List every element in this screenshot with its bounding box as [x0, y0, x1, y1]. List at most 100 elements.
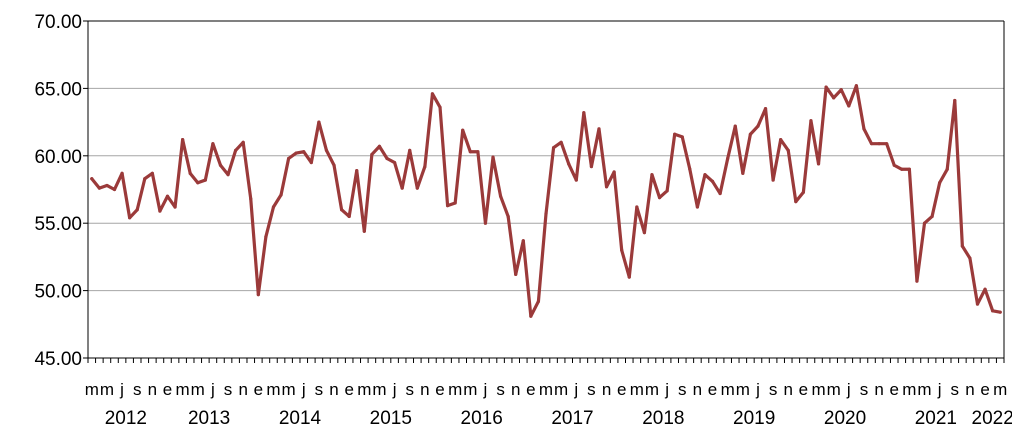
data-point	[271, 205, 276, 209]
data-point	[203, 178, 207, 182]
data-point	[718, 191, 722, 196]
x-tick-label-month: j	[119, 380, 124, 399]
data-point	[673, 132, 677, 136]
data-point	[900, 167, 904, 171]
data-point	[589, 164, 594, 169]
data-point	[453, 201, 457, 205]
data-point	[256, 293, 260, 297]
data-point	[279, 193, 283, 197]
x-tick-label-year: 2017	[551, 408, 593, 429]
data-point	[983, 287, 987, 291]
x-tick-label-month: m	[902, 380, 916, 399]
x-tick-label-month: j	[301, 380, 306, 399]
axes	[87, 20, 1005, 359]
x-tick-label-month: m	[721, 380, 735, 399]
x-tick-label-month: n	[511, 380, 520, 399]
x-tick-label-month: m	[372, 380, 386, 399]
x-tick-label-month: n	[329, 380, 338, 399]
data-point	[264, 235, 268, 239]
data-point	[801, 190, 805, 194]
x-tick-label-month: s	[678, 380, 687, 399]
data-point	[196, 181, 200, 185]
data-point	[324, 148, 329, 153]
x-tick-label-month: n	[420, 380, 429, 399]
data-point	[930, 214, 934, 219]
x-tick-label-month: s	[951, 380, 960, 399]
x-tick-label-year: 2015	[370, 408, 412, 429]
x-tick-label-month: m	[448, 380, 462, 399]
y-tick-label: 60.00	[34, 147, 82, 168]
x-tick-label-year: 2012	[105, 408, 147, 429]
x-tick-label-month: e	[980, 380, 989, 399]
x-tick-label-month: n	[693, 380, 702, 399]
x-tick-label-month: j	[483, 380, 488, 399]
data-point	[514, 272, 518, 277]
data-point	[355, 169, 359, 173]
data-point	[90, 177, 94, 181]
x-tick-label-month: m	[176, 380, 190, 399]
x-tick-label-year: 2016	[461, 408, 503, 429]
data-point	[370, 152, 374, 157]
data-point	[445, 204, 450, 208]
data-point	[907, 167, 911, 171]
data-point	[317, 120, 321, 124]
data-point	[559, 140, 563, 144]
data-point	[726, 156, 730, 161]
x-tick-label-month: e	[435, 380, 444, 399]
x-tick-label-month: e	[799, 380, 808, 399]
data-point	[551, 146, 556, 150]
data-point	[680, 135, 684, 139]
x-tick-label-month: n	[965, 380, 974, 399]
data-point	[771, 178, 775, 182]
x-tick-label-year: 2014	[279, 408, 322, 429]
data-point	[408, 148, 412, 153]
data-point	[991, 309, 995, 313]
x-tick-label-month: m	[827, 380, 841, 399]
data-point	[105, 183, 109, 188]
data-point	[226, 173, 230, 177]
x-tick-label-month: s	[315, 380, 324, 399]
data-point	[710, 179, 715, 184]
y-tick-label: 65.00	[34, 79, 82, 100]
data-point	[143, 177, 147, 181]
data-point	[483, 221, 488, 225]
x-tick-label-month: m	[917, 380, 931, 399]
x-tick-label-month: m	[282, 380, 296, 399]
data-point	[385, 156, 389, 161]
data-point	[521, 239, 525, 243]
x-tick-label-month: e	[344, 380, 353, 399]
data-point	[975, 302, 980, 306]
data-point	[340, 208, 344, 212]
data-point	[824, 85, 828, 89]
x-tick-label-month: s	[224, 380, 233, 399]
x-tick-label-month: m	[993, 380, 1007, 399]
data-point	[885, 142, 889, 146]
x-tick-label-month: m	[645, 380, 659, 399]
x-tick-label-month: s	[405, 380, 414, 399]
data-point	[218, 163, 223, 167]
data-point	[188, 171, 192, 175]
x-tick-label-month: e	[163, 380, 172, 399]
data-point	[968, 256, 972, 260]
x-tick-label-month: m	[811, 380, 825, 399]
data-point	[620, 248, 624, 252]
data-point	[491, 155, 495, 159]
data-point	[809, 119, 813, 123]
data-point	[536, 299, 541, 303]
data-point	[241, 140, 245, 144]
x-tick-label-month: j	[937, 380, 942, 399]
data-point	[287, 156, 291, 161]
x-tick-label-month: j	[573, 380, 578, 399]
data-point	[998, 310, 1002, 314]
x-tick-label-year: 2019	[733, 408, 775, 429]
y-tick-label: 45.00	[34, 349, 82, 370]
x-tick-label-month: e	[526, 380, 535, 399]
y-tick-label: 55.00	[34, 214, 82, 235]
data-point	[869, 142, 874, 146]
x-tick-label-month: n	[784, 380, 793, 399]
data-point	[953, 98, 957, 103]
data-point	[362, 229, 366, 233]
data-point	[120, 171, 124, 175]
x-tick-label-month: m	[539, 380, 553, 399]
